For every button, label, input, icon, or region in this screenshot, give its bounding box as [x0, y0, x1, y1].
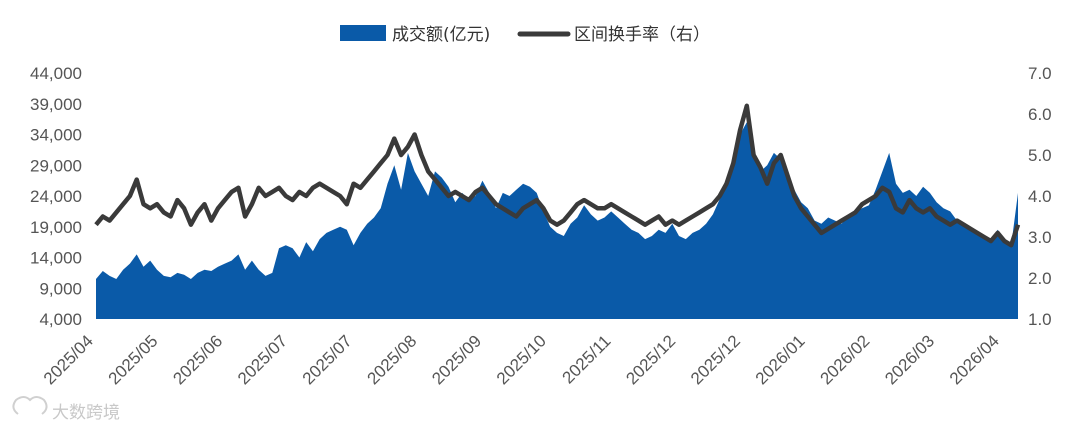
left-tick-label: 9,000	[39, 279, 82, 298]
left-tick-label: 14,000	[30, 249, 82, 268]
x-tick-label: 2025/04	[40, 331, 97, 388]
right-tick-label: 6.0	[1028, 105, 1052, 124]
x-tick-label: 2026/02	[817, 331, 874, 388]
left-tick-label: 34,000	[30, 126, 82, 145]
x-tick-label: 2026/03	[881, 331, 938, 388]
right-tick-label: 7.0	[1028, 64, 1052, 83]
x-tick-label: 2025/05	[105, 331, 162, 388]
right-axis: 1.0 2.0 3.0 4.0 5.0 6.0 7.0	[1028, 64, 1052, 329]
x-tick-label: 2025/12	[622, 331, 679, 388]
right-tick-label: 1.0	[1028, 310, 1052, 329]
left-tick-label: 19,000	[30, 218, 82, 237]
right-tick-label: 2.0	[1028, 269, 1052, 288]
legend-area-label: 成交额(亿元)	[392, 25, 490, 45]
x-tick-label: 2025/11	[559, 331, 615, 387]
turnover-area	[96, 122, 1018, 319]
legend-line-label: 区间换手率（右）	[574, 25, 710, 45]
turnover-rate-line	[94, 103, 1021, 248]
left-tick-label: 4,000	[39, 310, 82, 329]
x-tick-label: 2025/07	[234, 331, 291, 388]
watermark-text: 大数跨境	[52, 403, 120, 423]
watermark: 大数跨境	[12, 396, 120, 423]
x-tick-label: 2025/08	[364, 331, 421, 388]
left-tick-label: 29,000	[30, 156, 82, 175]
left-tick-label: 39,000	[30, 95, 82, 114]
x-tick-label: 2025/09	[428, 331, 485, 388]
left-tick-label: 44,000	[30, 64, 82, 83]
x-tick-label: 2025/12	[687, 331, 744, 388]
x-tick-label: 2025/10	[493, 331, 550, 388]
legend: 成交额(亿元) 区间换手率（右）	[340, 25, 710, 45]
x-tick-label: 2025/07	[299, 331, 356, 388]
x-tick-label: 2025/06	[169, 331, 226, 388]
right-tick-label: 4.0	[1028, 187, 1052, 206]
x-tick-label: 2026/04	[946, 331, 1003, 388]
left-tick-label: 24,000	[30, 187, 82, 206]
x-tick-label: 2026/01	[752, 331, 809, 388]
x-axis: 2025/04 2025/05 2025/06 2025/07 2025/07 2025/…	[40, 331, 1003, 388]
watermark-logo-icon	[12, 396, 48, 415]
legend-area-swatch	[340, 25, 386, 41]
right-tick-label: 3.0	[1028, 228, 1052, 247]
left-axis: 4,000 9,000 14,000 19,000 24,000 29,000 34,000…	[30, 64, 82, 329]
right-tick-label: 5.0	[1028, 146, 1052, 165]
